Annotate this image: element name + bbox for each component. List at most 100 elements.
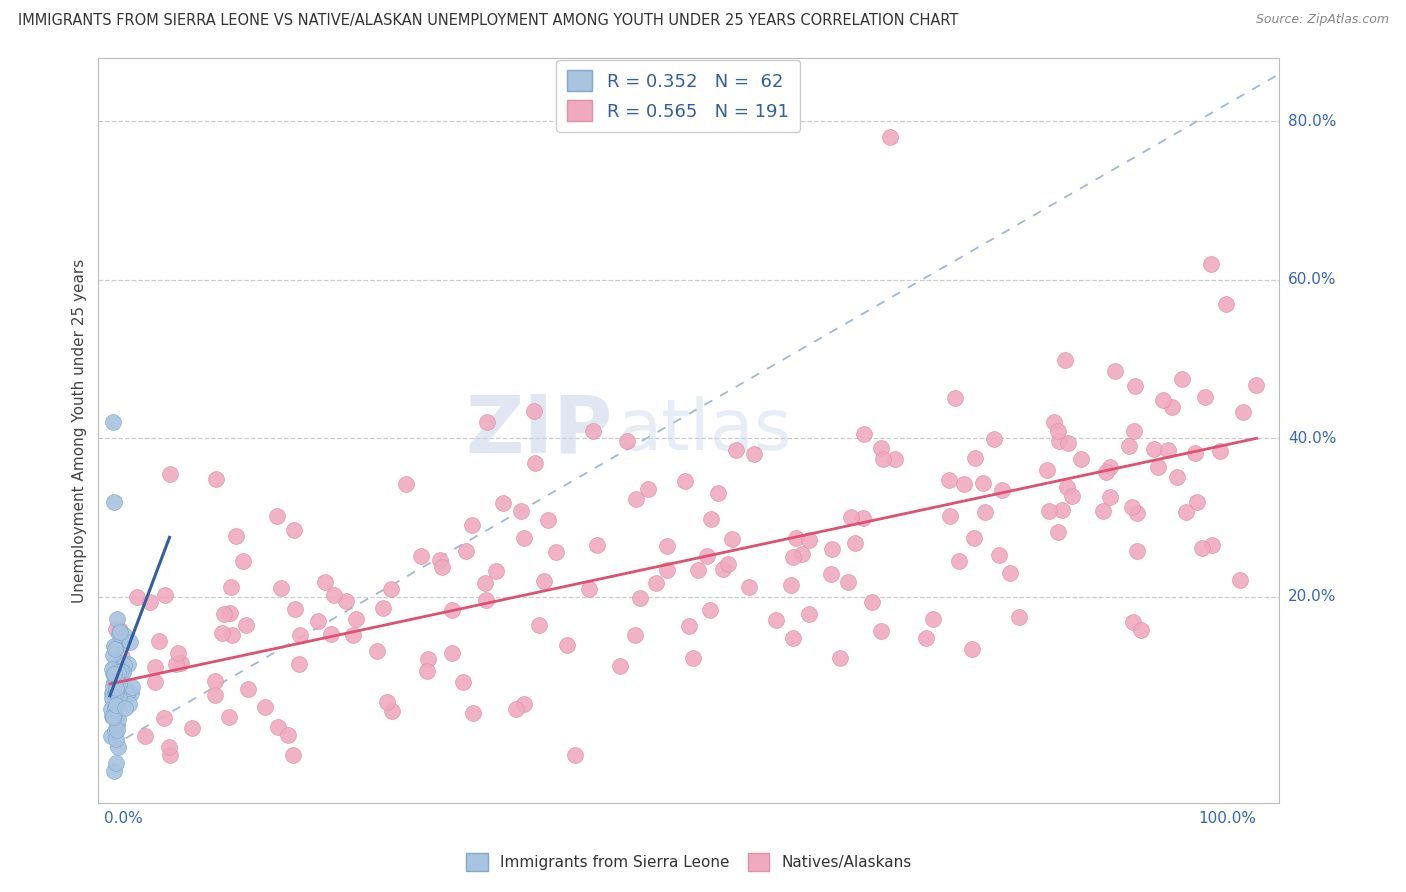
Point	[1098, 491, 1121, 505]
Point	[1191, 541, 1213, 556]
Point	[204, 689, 226, 703]
Point	[118, 635, 141, 649]
Point	[527, 618, 550, 632]
Point	[143, 675, 166, 690]
Point	[441, 646, 464, 660]
Point	[103, 675, 125, 690]
Text: 40.0%: 40.0%	[1288, 431, 1336, 446]
Point	[742, 447, 765, 461]
Point	[103, 666, 125, 681]
Point	[366, 644, 388, 658]
Point	[779, 578, 801, 592]
Point	[107, 661, 129, 675]
Point	[107, 665, 129, 679]
Point	[623, 628, 645, 642]
Point	[991, 483, 1014, 497]
Point	[101, 665, 124, 680]
Point	[335, 594, 357, 608]
Point	[1126, 544, 1149, 558]
Point	[509, 504, 531, 518]
Point	[104, 731, 127, 746]
Point	[288, 628, 311, 642]
Point	[1166, 470, 1188, 484]
Point	[232, 554, 254, 568]
Point	[104, 676, 127, 690]
Point	[782, 549, 804, 564]
Point	[139, 595, 162, 609]
Point	[678, 619, 700, 633]
Point	[103, 660, 125, 674]
Point	[738, 580, 761, 594]
Point	[1157, 443, 1180, 458]
Point	[461, 518, 484, 533]
Point	[973, 505, 995, 519]
Text: 100.0%: 100.0%	[1198, 811, 1257, 826]
Point	[219, 606, 242, 620]
Point	[107, 723, 129, 737]
Point	[872, 451, 894, 466]
Point	[1209, 444, 1232, 458]
Point	[983, 432, 1005, 446]
Point	[238, 681, 260, 696]
Point	[307, 614, 329, 628]
Point	[103, 640, 125, 654]
Text: atlas: atlas	[619, 396, 793, 465]
Point	[1047, 524, 1070, 539]
Point	[879, 130, 901, 145]
Point	[628, 591, 651, 606]
Point	[477, 415, 499, 429]
Point	[107, 713, 129, 727]
Point	[110, 686, 132, 700]
Text: 60.0%: 60.0%	[1288, 272, 1336, 287]
Point	[474, 576, 496, 591]
Point	[107, 739, 129, 754]
Point	[221, 628, 243, 642]
Point	[221, 580, 243, 594]
Point	[870, 624, 893, 638]
Point	[1056, 480, 1078, 494]
Point	[609, 659, 631, 673]
Point	[416, 664, 439, 678]
Point	[1161, 400, 1184, 414]
Point	[1121, 500, 1143, 514]
Point	[1104, 364, 1126, 378]
Point	[797, 533, 820, 547]
Point	[169, 656, 191, 670]
Point	[512, 698, 534, 712]
Point	[1038, 503, 1060, 517]
Point	[120, 686, 142, 700]
Point	[104, 685, 127, 699]
Point	[103, 667, 125, 681]
Y-axis label: Unemployment Among Youth under 25 years: Unemployment Among Youth under 25 years	[72, 259, 87, 602]
Point	[180, 721, 202, 735]
Point	[717, 557, 740, 571]
Point	[110, 632, 132, 647]
Point	[988, 548, 1011, 562]
Point	[218, 710, 240, 724]
Point	[869, 441, 891, 455]
Point	[101, 648, 124, 662]
Point	[1201, 538, 1223, 552]
Point	[1199, 257, 1222, 271]
Point	[105, 694, 128, 708]
Point	[127, 591, 149, 605]
Point	[411, 549, 433, 564]
Point	[104, 681, 127, 695]
Point	[319, 627, 342, 641]
Point	[852, 511, 875, 525]
Point	[416, 652, 439, 666]
Point	[111, 665, 134, 679]
Point	[266, 508, 288, 523]
Point	[790, 547, 813, 561]
Point	[110, 665, 132, 679]
Text: IMMIGRANTS FROM SIERRA LEONE VS NATIVE/ALASKAN UNEMPLOYMENT AMONG YOUTH UNDER 25: IMMIGRANTS FROM SIERRA LEONE VS NATIVE/A…	[18, 13, 959, 29]
Point	[104, 693, 127, 707]
Point	[143, 660, 166, 674]
Point	[288, 657, 311, 671]
Point	[711, 562, 734, 576]
Point	[1099, 460, 1122, 475]
Point	[696, 549, 718, 564]
Point	[100, 691, 122, 706]
Point	[159, 748, 181, 763]
Point	[107, 676, 129, 690]
